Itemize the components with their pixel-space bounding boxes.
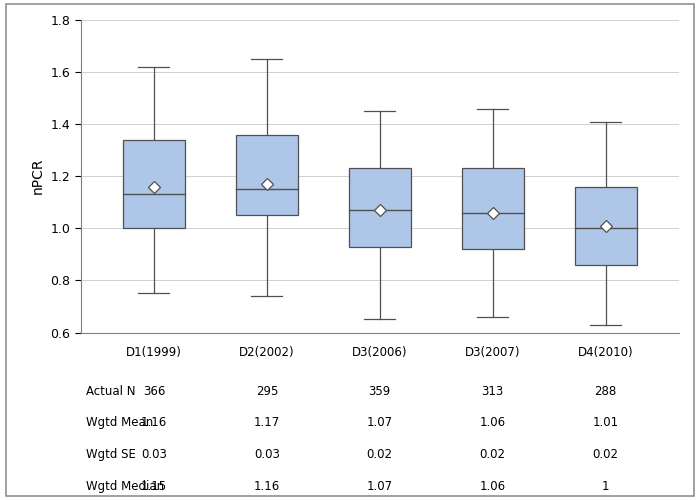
Text: D1(1999): D1(1999) <box>126 346 182 359</box>
Text: 1.16: 1.16 <box>253 480 280 493</box>
Text: 1.16: 1.16 <box>141 416 167 430</box>
Bar <box>461 168 524 249</box>
Text: 0.02: 0.02 <box>480 448 505 462</box>
Text: 0.02: 0.02 <box>367 448 393 462</box>
Bar <box>236 134 298 216</box>
Text: 359: 359 <box>369 384 391 398</box>
Text: 0.03: 0.03 <box>141 448 167 462</box>
Y-axis label: nPCR: nPCR <box>31 158 45 194</box>
Text: 1.06: 1.06 <box>480 480 505 493</box>
Text: Actual N: Actual N <box>87 384 136 398</box>
Text: 1.06: 1.06 <box>480 416 505 430</box>
Text: 295: 295 <box>256 384 278 398</box>
Text: 1.17: 1.17 <box>253 416 280 430</box>
Text: 288: 288 <box>594 384 617 398</box>
Text: 1.07: 1.07 <box>367 416 393 430</box>
Bar <box>122 140 185 228</box>
Text: 0.03: 0.03 <box>254 448 280 462</box>
Text: 1.15: 1.15 <box>141 480 167 493</box>
Text: D2(2002): D2(2002) <box>239 346 295 359</box>
Text: 1: 1 <box>602 480 609 493</box>
Text: 0.02: 0.02 <box>593 448 619 462</box>
Text: D4(2010): D4(2010) <box>578 346 634 359</box>
Text: Wgtd SE: Wgtd SE <box>87 448 136 462</box>
Text: 1.07: 1.07 <box>367 480 393 493</box>
Text: 1.01: 1.01 <box>592 416 619 430</box>
Text: Wgtd Median: Wgtd Median <box>87 480 164 493</box>
Text: Wgtd Mean: Wgtd Mean <box>87 416 154 430</box>
Text: 313: 313 <box>482 384 504 398</box>
Text: D3(2007): D3(2007) <box>465 346 520 359</box>
Text: D3(2006): D3(2006) <box>352 346 407 359</box>
Bar <box>349 168 411 246</box>
Bar <box>575 186 637 265</box>
Text: 366: 366 <box>143 384 165 398</box>
